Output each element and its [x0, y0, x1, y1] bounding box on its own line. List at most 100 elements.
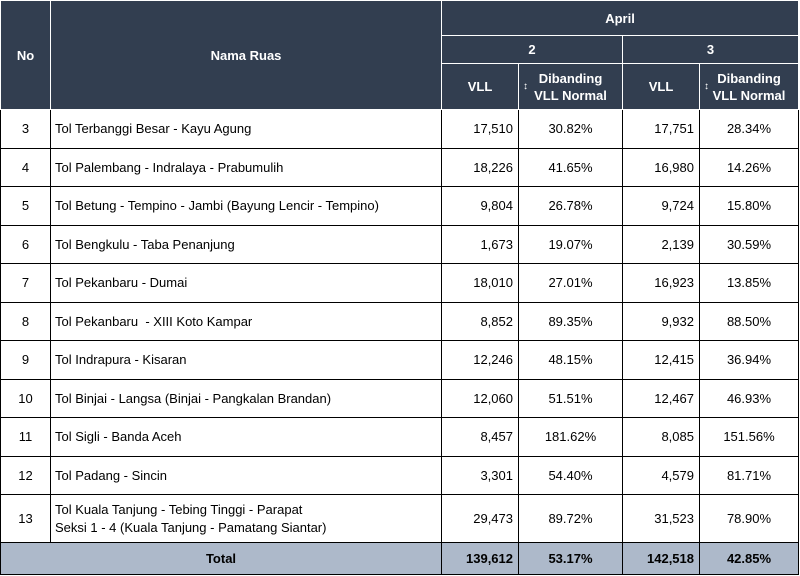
row-name-line2: Seksi 1 - 4 (Kuala Tanjung - Pamatang Si… [55, 519, 327, 535]
row-vll-day3: 9,932 [622, 301, 700, 341]
row-no: 4 [0, 147, 51, 187]
header-vll-day2: VLL [441, 63, 519, 110]
header-no: No [0, 0, 51, 110]
row-pct-day2: 89.35% [518, 301, 623, 341]
row-pct-day2: 181.62% [518, 417, 623, 457]
row-name: Tol Palembang - Indralaya - Prabumulih [50, 147, 442, 187]
row-pct-day3: 36.94% [699, 340, 799, 380]
table-row: 7 Tol Pekanbaru - Dumai 18,010 27.01% 16… [0, 263, 799, 303]
row-vll-day2: 12,060 [441, 378, 519, 418]
row-name: Tol Binjai - Langsa (Binjai - Pangkalan … [50, 378, 442, 418]
row-name-line1: Tol Kuala Tanjung - Tebing Tinggi - Para… [55, 501, 303, 517]
row-vll-day2: 12,246 [441, 340, 519, 380]
total-vll-day2: 139,612 [441, 542, 519, 575]
row-vll-day3: 2,139 [622, 224, 700, 264]
table-row: 4 Tol Palembang - Indralaya - Prabumulih… [0, 147, 799, 187]
total-pct-day3: 42.85% [699, 542, 799, 575]
row-pct-day3: 13.85% [699, 263, 799, 303]
row-pct-day2: 27.01% [518, 263, 623, 303]
table-row: 13 Tol Kuala Tanjung - Tebing Tinggi - P… [0, 494, 799, 543]
row-no: 13 [0, 494, 51, 543]
row-vll-day2: 8,852 [441, 301, 519, 341]
row-no: 11 [0, 417, 51, 457]
table-body: 3 Tol Terbanggi Besar - Kayu Agung 17,51… [0, 109, 799, 543]
table-row: 12 Tol Padang - Sincin 3,301 54.40% 4,57… [0, 455, 799, 495]
dibanding-label-line2: VLL Normal [712, 87, 786, 103]
row-vll-day3: 16,923 [622, 263, 700, 303]
table-row: 10 Tol Binjai - Langsa (Binjai - Pangkal… [0, 378, 799, 418]
row-pct-day2: 54.40% [518, 455, 623, 495]
total-pct-day2: 53.17% [518, 542, 623, 575]
sort-arrow-icon: ↕ [523, 81, 528, 92]
sort-arrow-icon: ↕ [704, 81, 709, 92]
dibanding-label-line2: VLL Normal [534, 87, 607, 103]
header-month: April [441, 0, 799, 36]
row-pct-day3: 81.71% [699, 455, 799, 495]
row-vll-day3: 17,751 [622, 109, 700, 149]
table-row: 11 Tol Sigli - Banda Aceh 8,457 181.62% … [0, 417, 799, 457]
row-no: 9 [0, 340, 51, 380]
row-pct-day3: 28.34% [699, 109, 799, 149]
header-dibanding-day3: ↕ Dibanding VLL Normal [699, 63, 799, 110]
row-pct-day3: 46.93% [699, 378, 799, 418]
row-pct-day3: 151.56% [699, 417, 799, 457]
row-vll-day3: 9,724 [622, 186, 700, 226]
row-pct-day2: 41.65% [518, 147, 623, 187]
row-name: Tol Kuala Tanjung - Tebing Tinggi - Para… [50, 494, 442, 543]
row-no: 5 [0, 186, 51, 226]
row-no: 3 [0, 109, 51, 149]
header-day-2: 2 [441, 35, 623, 64]
header-nama-ruas: Nama Ruas [50, 0, 442, 110]
row-no: 10 [0, 378, 51, 418]
row-name: Tol Terbanggi Besar - Kayu Agung [50, 109, 442, 149]
row-vll-day3: 8,085 [622, 417, 700, 457]
row-name: Tol Sigli - Banda Aceh [50, 417, 442, 457]
row-vll-day3: 12,467 [622, 378, 700, 418]
row-pct-day3: 78.90% [699, 494, 799, 543]
header-vll-day3: VLL [622, 63, 700, 110]
row-name: Tol Pekanbaru - Dumai [50, 263, 442, 303]
table-row: 8 Tol Pekanbaru - XIII Koto Kampar 8,852… [0, 301, 799, 341]
row-vll-day3: 4,579 [622, 455, 700, 495]
row-vll-day2: 1,673 [441, 224, 519, 264]
row-vll-day2: 8,457 [441, 417, 519, 457]
row-vll-day2: 18,010 [441, 263, 519, 303]
row-name: Tol Bengkulu - Taba Penanjung [50, 224, 442, 264]
table-row: 9 Tol Indrapura - Kisaran 12,246 48.15% … [0, 340, 799, 380]
dibanding-label-line1: Dibanding [538, 70, 603, 86]
row-pct-day2: 51.51% [518, 378, 623, 418]
row-vll-day3: 12,415 [622, 340, 700, 380]
table-row: 6 Tol Bengkulu - Taba Penanjung 1,673 19… [0, 224, 799, 264]
row-pct-day3: 88.50% [699, 301, 799, 341]
row-vll-day2: 9,804 [441, 186, 519, 226]
row-no: 6 [0, 224, 51, 264]
row-pct-day2: 30.82% [518, 109, 623, 149]
row-vll-day2: 29,473 [441, 494, 519, 543]
row-no: 8 [0, 301, 51, 341]
row-vll-day3: 16,980 [622, 147, 700, 187]
row-vll-day3: 31,523 [622, 494, 700, 543]
total-vll-day3: 142,518 [622, 542, 700, 575]
row-name: Tol Indrapura - Kisaran [50, 340, 442, 380]
row-pct-day3: 14.26% [699, 147, 799, 187]
header-dibanding-day2: ↕ Dibanding VLL Normal [518, 63, 623, 110]
dibanding-label-line1: Dibanding [717, 70, 781, 86]
table-row: 5 Tol Betung - Tempino - Jambi (Bayung L… [0, 186, 799, 226]
row-name: Tol Betung - Tempino - Jambi (Bayung Len… [50, 186, 442, 226]
row-no: 12 [0, 455, 51, 495]
header-day-3: 3 [622, 35, 799, 64]
row-pct-day2: 19.07% [518, 224, 623, 264]
row-pct-day2: 48.15% [518, 340, 623, 380]
row-vll-day2: 3,301 [441, 455, 519, 495]
row-name: Tol Padang - Sincin [50, 455, 442, 495]
row-pct-day3: 15.80% [699, 186, 799, 226]
row-vll-day2: 17,510 [441, 109, 519, 149]
table-footer: Total 139,612 53.17% 142,518 42.85% [0, 542, 799, 575]
total-row: Total 139,612 53.17% 142,518 42.85% [0, 542, 799, 575]
row-name: Tol Pekanbaru - XIII Koto Kampar [50, 301, 442, 341]
table-row: 3 Tol Terbanggi Besar - Kayu Agung 17,51… [0, 109, 799, 149]
total-label: Total [0, 542, 442, 575]
table-header: No Nama Ruas April 2 3 VLL ↕ Dibanding V… [0, 0, 799, 110]
row-vll-day2: 18,226 [441, 147, 519, 187]
